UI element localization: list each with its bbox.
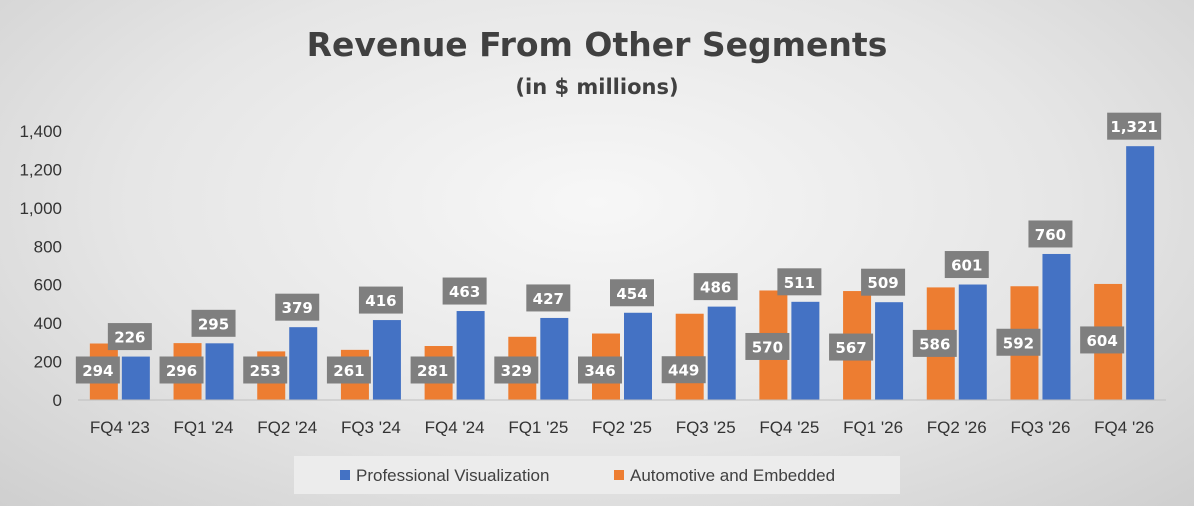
legend-swatch-automotive-embedded <box>614 470 624 480</box>
data-label-professional-visualization: 486 <box>700 279 731 297</box>
x-tick-label: FQ3 '25 <box>676 418 736 437</box>
data-label-professional-visualization: 379 <box>282 299 313 317</box>
bar-professional-visualization <box>624 312 652 400</box>
data-label-automotive-embedded: 592 <box>1003 334 1034 352</box>
data-label-automotive-embedded-box <box>326 356 371 384</box>
data-label-professional-visualization: 416 <box>365 292 396 310</box>
data-label-automotive-embedded-box <box>243 356 288 384</box>
data-label-professional-visualization: 511 <box>784 274 815 292</box>
y-tick-label: 200 <box>34 353 62 372</box>
legend-swatch-professional-visualization <box>340 470 350 480</box>
data-label-automotive-embedded: 294 <box>82 362 113 380</box>
y-tick-label: 400 <box>34 314 62 333</box>
data-label-automotive-embedded-box <box>75 356 120 384</box>
bar-professional-visualization <box>958 284 987 400</box>
data-label-automotive-embedded-box <box>578 356 622 384</box>
data-label-professional-visualization: 760 <box>1035 226 1066 244</box>
data-label-automotive-embedded: 570 <box>752 338 783 356</box>
bar-professional-visualization <box>372 320 401 400</box>
data-label-automotive-embedded: 449 <box>668 362 699 380</box>
x-tick-label: FQ4 '23 <box>90 418 150 437</box>
legend-label-professional-visualization: Professional Visualization <box>356 466 549 485</box>
data-label-professional-visualization-box <box>861 268 906 296</box>
data-label-automotive-embedded-box <box>661 356 706 384</box>
bar-professional-visualization <box>1126 146 1155 400</box>
y-tick-label: 800 <box>34 237 62 256</box>
legend: Professional Visualization Automotive an… <box>294 456 900 494</box>
legend-box <box>294 456 900 494</box>
x-axis: FQ4 '23 FQ1 '24 FQ2 '24 FQ3 '24 FQ4 '24 FQ1 '… <box>78 399 1166 437</box>
data-label-professional-visualization-box <box>442 277 487 305</box>
data-label-automotive-embedded: 296 <box>166 362 197 380</box>
bar-professional-visualization <box>707 306 736 400</box>
data-label-automotive-embedded-box <box>996 328 1041 356</box>
data-label-professional-visualization: 226 <box>114 329 145 347</box>
x-tick-label: FQ2 '26 <box>927 418 987 437</box>
x-tick-label: FQ4 '26 <box>1094 418 1154 437</box>
data-label-professional-visualization-box <box>191 309 236 337</box>
bar-professional-visualization <box>121 356 150 400</box>
data-label-automotive-embedded: 253 <box>250 362 281 380</box>
data-label-professional-visualization-box <box>358 286 403 314</box>
y-tick-label: 1,000 <box>19 199 62 218</box>
x-tick-label: FQ4 '24 <box>425 418 485 437</box>
data-label-professional-visualization-box <box>275 293 320 321</box>
x-tick-label: FQ4 '25 <box>759 418 819 437</box>
bar-professional-visualization <box>289 327 318 400</box>
chart-title: Revenue From Other Segments <box>307 25 888 64</box>
bar-professional-visualization <box>205 343 234 400</box>
data-label-automotive-embedded: 261 <box>333 362 364 380</box>
data-label-automotive-embedded-box <box>829 333 874 361</box>
y-tick-label: 600 <box>34 276 62 295</box>
data-label-automotive-embedded-box <box>410 356 455 384</box>
data-label-professional-visualization: 509 <box>867 274 898 292</box>
x-tick-label: FQ2 '24 <box>257 418 317 437</box>
x-tick-label: FQ1 '25 <box>508 418 568 437</box>
data-label-professional-visualization-box <box>944 251 989 279</box>
data-label-professional-visualization: 601 <box>951 257 982 275</box>
data-label-professional-visualization-box <box>610 279 654 307</box>
bar-professional-visualization <box>456 311 485 400</box>
bar-professional-visualization <box>1042 253 1071 400</box>
bar-professional-visualization <box>875 302 904 400</box>
data-label-automotive-embedded: 604 <box>1086 332 1117 350</box>
legend-label-automotive-embedded: Automotive and Embedded <box>630 466 835 485</box>
x-tick-label: FQ3 '26 <box>1010 418 1070 437</box>
y-tick-label: 1,400 <box>19 122 62 141</box>
bar-professional-visualization <box>791 301 820 400</box>
x-tick-label: FQ1 '26 <box>843 418 903 437</box>
y-tick-label: 0 <box>53 391 62 410</box>
y-axis: 0 200 400 600 800 1,000 1,200 1,400 <box>19 122 62 410</box>
data-label-automotive-embedded: 329 <box>501 362 532 380</box>
x-tick-label: FQ2 '25 <box>592 418 652 437</box>
data-label-professional-visualization: 1,321 <box>1110 118 1157 136</box>
chart-subtitle: (in $ millions) <box>515 75 678 99</box>
data-label-professional-visualization-box <box>777 268 822 296</box>
data-label-automotive-embedded-box <box>1080 326 1125 354</box>
data-label-automotive-embedded: 567 <box>835 339 866 357</box>
data-label-professional-visualization: 295 <box>198 315 229 333</box>
data-label-professional-visualization: 454 <box>616 285 647 303</box>
data-label-automotive-embedded-box <box>159 356 204 384</box>
data-label-professional-visualization-box <box>1028 220 1073 248</box>
data-label-professional-visualization-box <box>107 323 152 351</box>
data-label-professional-visualization-box <box>693 273 738 301</box>
data-label-automotive-embedded-box <box>745 332 790 360</box>
data-label-professional-visualization: 427 <box>533 290 564 308</box>
data-label-automotive-embedded-box <box>912 329 957 357</box>
data-label-automotive-embedded: 586 <box>919 335 950 353</box>
x-tick-label: FQ3 '24 <box>341 418 401 437</box>
data-label-professional-visualization-box <box>526 284 571 312</box>
data-label-professional-visualization: 463 <box>449 283 480 301</box>
x-tick-label: FQ1 '24 <box>174 418 234 437</box>
data-label-automotive-embedded: 281 <box>417 362 448 380</box>
data-label-professional-visualization-box <box>1107 112 1162 140</box>
data-label-automotive-embedded-box <box>494 356 539 384</box>
bar-professional-visualization <box>540 317 569 400</box>
data-label-automotive-embedded: 346 <box>584 362 615 380</box>
y-tick-label: 1,200 <box>19 160 62 179</box>
